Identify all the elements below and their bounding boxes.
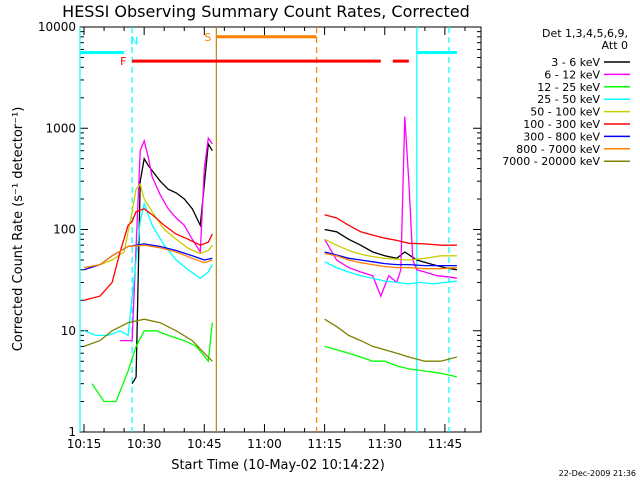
y-tick-label: 1000 [45,121,76,135]
legend-label: 50 - 100 keV [530,106,600,119]
series-line [324,345,458,378]
series-line [324,238,457,261]
x-tick-label: 10:30 [127,437,162,451]
x-tick-label: 10:45 [187,437,222,451]
legend-label: 25 - 50 keV [537,93,600,106]
legend-label: 100 - 300 keV [523,118,600,131]
series-line [324,214,457,246]
series-line [83,318,213,362]
axes: 10:15 10:30 10:45 11:00 11:15 11:30 11:45 1 10 10… [38,20,481,451]
series-line [131,141,213,385]
series-line [83,201,213,337]
y-tick-label: 10 [61,324,76,338]
series-line [120,136,213,342]
vertical-markers [79,27,450,432]
series-line [83,244,213,269]
legend-label: 12 - 25 keV [537,81,600,94]
x-tick-label: 11:45 [428,437,463,451]
y-tick-label: 100 [53,223,76,237]
series-line [324,116,458,298]
plot-area [79,26,482,433]
legend-label: 6 - 12 keV [544,68,600,81]
series-line [324,252,457,270]
flag-bars: NF S [80,31,457,68]
flag-bar-label: F [120,55,126,68]
legend-label: 3 - 6 keV [551,56,600,69]
series-line [83,243,213,271]
legend-label: 7000 - 20000 keV [502,155,600,168]
y-axis-label: Corrected Count Rate (s⁻¹ detector⁻¹) [11,107,26,352]
legend-label: 300 - 800 keV [523,130,600,143]
y-tick-label: 10000 [38,20,76,34]
flag-bar-label: S [204,31,211,44]
series-line [324,318,458,362]
x-tick-label: 10:15 [67,437,102,451]
x-tick-label: 11:00 [247,437,282,451]
series-line [83,182,213,271]
y-tick-label: 1 [68,425,76,439]
chart-title: HESSI Observing Summary Count Rates, Cor… [62,2,470,21]
series-lines [83,116,458,403]
legend-title: Att 0 [602,39,628,52]
x-tick-label: 11:30 [367,437,402,451]
series-line [91,322,213,403]
series-line [324,261,457,285]
x-tick-label: 11:15 [307,437,342,451]
plot-frame [79,26,482,433]
legend-label: 800 - 7000 keV [516,143,600,156]
footer-date: 22-Dec-2009 21:36 [559,469,636,478]
legend-title: Det 1,3,4,5,6,9, [542,27,628,40]
series-line [83,208,213,301]
series-line [324,251,457,267]
flag-bar-label: N [130,34,138,47]
x-axis-label: Start Time (10-May-02 10:14:22) [171,458,385,473]
